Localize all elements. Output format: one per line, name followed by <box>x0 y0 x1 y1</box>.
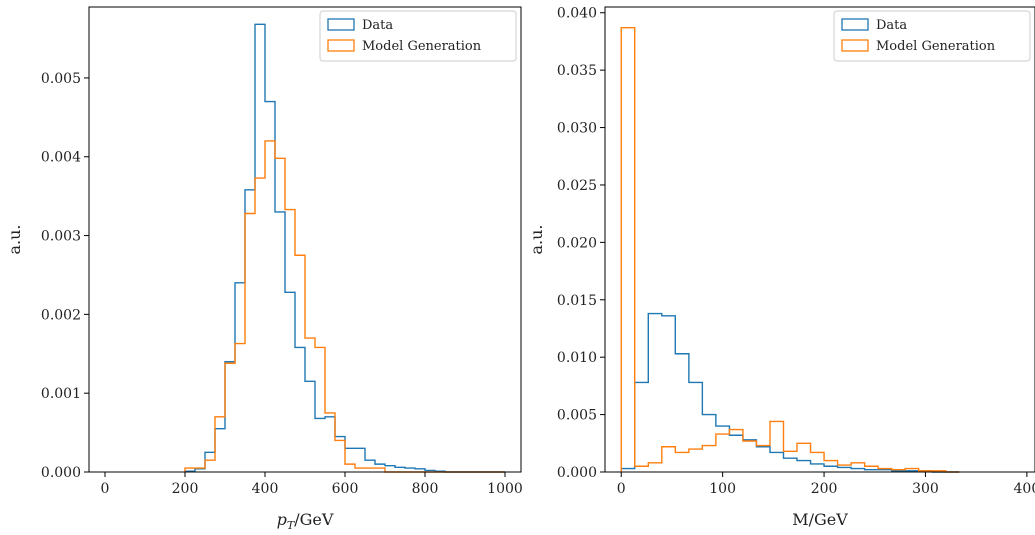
left-axes-frame <box>88 6 522 473</box>
right-chart: 0 100 200 300 400 0.000 0.005 0.010 0.015 0.020 0.… <box>527 6 1035 529</box>
right-x-tick-label: 300 <box>912 481 939 497</box>
left-series-1-step-line <box>184 140 505 473</box>
right-x-axis-label: M/GeV <box>792 510 848 529</box>
left-legend: Data Model Generation <box>319 10 517 62</box>
left-legend-label-1: Model Generation <box>362 39 482 54</box>
right-series-0-step-line <box>620 312 960 473</box>
right-legend-label-1: Model Generation <box>876 39 996 54</box>
left-x-tick-label: 200 <box>172 481 199 497</box>
right-legend-label-0: Data <box>876 18 907 33</box>
left-y-tick-label: 0.002 <box>41 307 81 323</box>
right-x-tick-label: 0 <box>617 481 626 497</box>
left-x-tick-label: 1000 <box>487 481 523 497</box>
right-y-tick-label: 0.015 <box>557 293 597 309</box>
left-y-tick-label: 0.005 <box>41 71 81 87</box>
left-y-tick-label: 0.000 <box>41 465 81 481</box>
right-x-tick-label: 400 <box>1014 481 1035 497</box>
right-y-tick-label: 0.010 <box>557 350 597 366</box>
right-axes-frame <box>604 6 1035 473</box>
right-legend-swatch-0 <box>841 18 869 31</box>
right-series-1-step-line <box>620 26 960 473</box>
left-legend-label-0: Data <box>362 18 393 33</box>
right-y-tick-label: 0.020 <box>557 235 597 251</box>
right-y-tick-label: 0.035 <box>557 63 597 79</box>
right-x-tick-label: 100 <box>709 481 736 497</box>
right-legend: Data Model Generation <box>833 10 1031 62</box>
left-legend-swatch-0 <box>327 18 355 31</box>
right-y-tick-label: 0.040 <box>557 6 597 22</box>
right-y-tick-label: 0.005 <box>557 408 597 424</box>
right-y-tick-label: 0.000 <box>557 465 597 481</box>
right-legend-box <box>833 10 1031 62</box>
left-x-tick-label: 0 <box>101 481 110 497</box>
left-legend-box <box>319 10 517 62</box>
right-legend-swatch-1 <box>841 39 869 52</box>
left-x-tick-label: 800 <box>412 481 439 497</box>
left-y-axis-label: a.u. <box>5 224 24 254</box>
right-y-axis-label: a.u. <box>527 224 546 254</box>
left-x-tick-label: 600 <box>332 481 359 497</box>
right-x-tick-label: 200 <box>811 481 838 497</box>
left-series-0-step-line <box>184 23 505 473</box>
right-y-tick-label: 0.025 <box>557 178 597 194</box>
left-y-tick-label: 0.003 <box>41 229 81 245</box>
left-chart: 0 200 400 600 800 1000 0.000 0.001 0.002 0.003 0.0… <box>5 6 523 532</box>
left-y-tick-label: 0.001 <box>41 386 81 402</box>
left-y-tick-label: 0.004 <box>41 150 81 166</box>
right-y-tick-label: 0.030 <box>557 121 597 137</box>
left-x-axis-label: pT/GeV <box>277 510 334 531</box>
left-legend-swatch-1 <box>327 39 355 52</box>
left-x-tick-label: 400 <box>252 481 279 497</box>
